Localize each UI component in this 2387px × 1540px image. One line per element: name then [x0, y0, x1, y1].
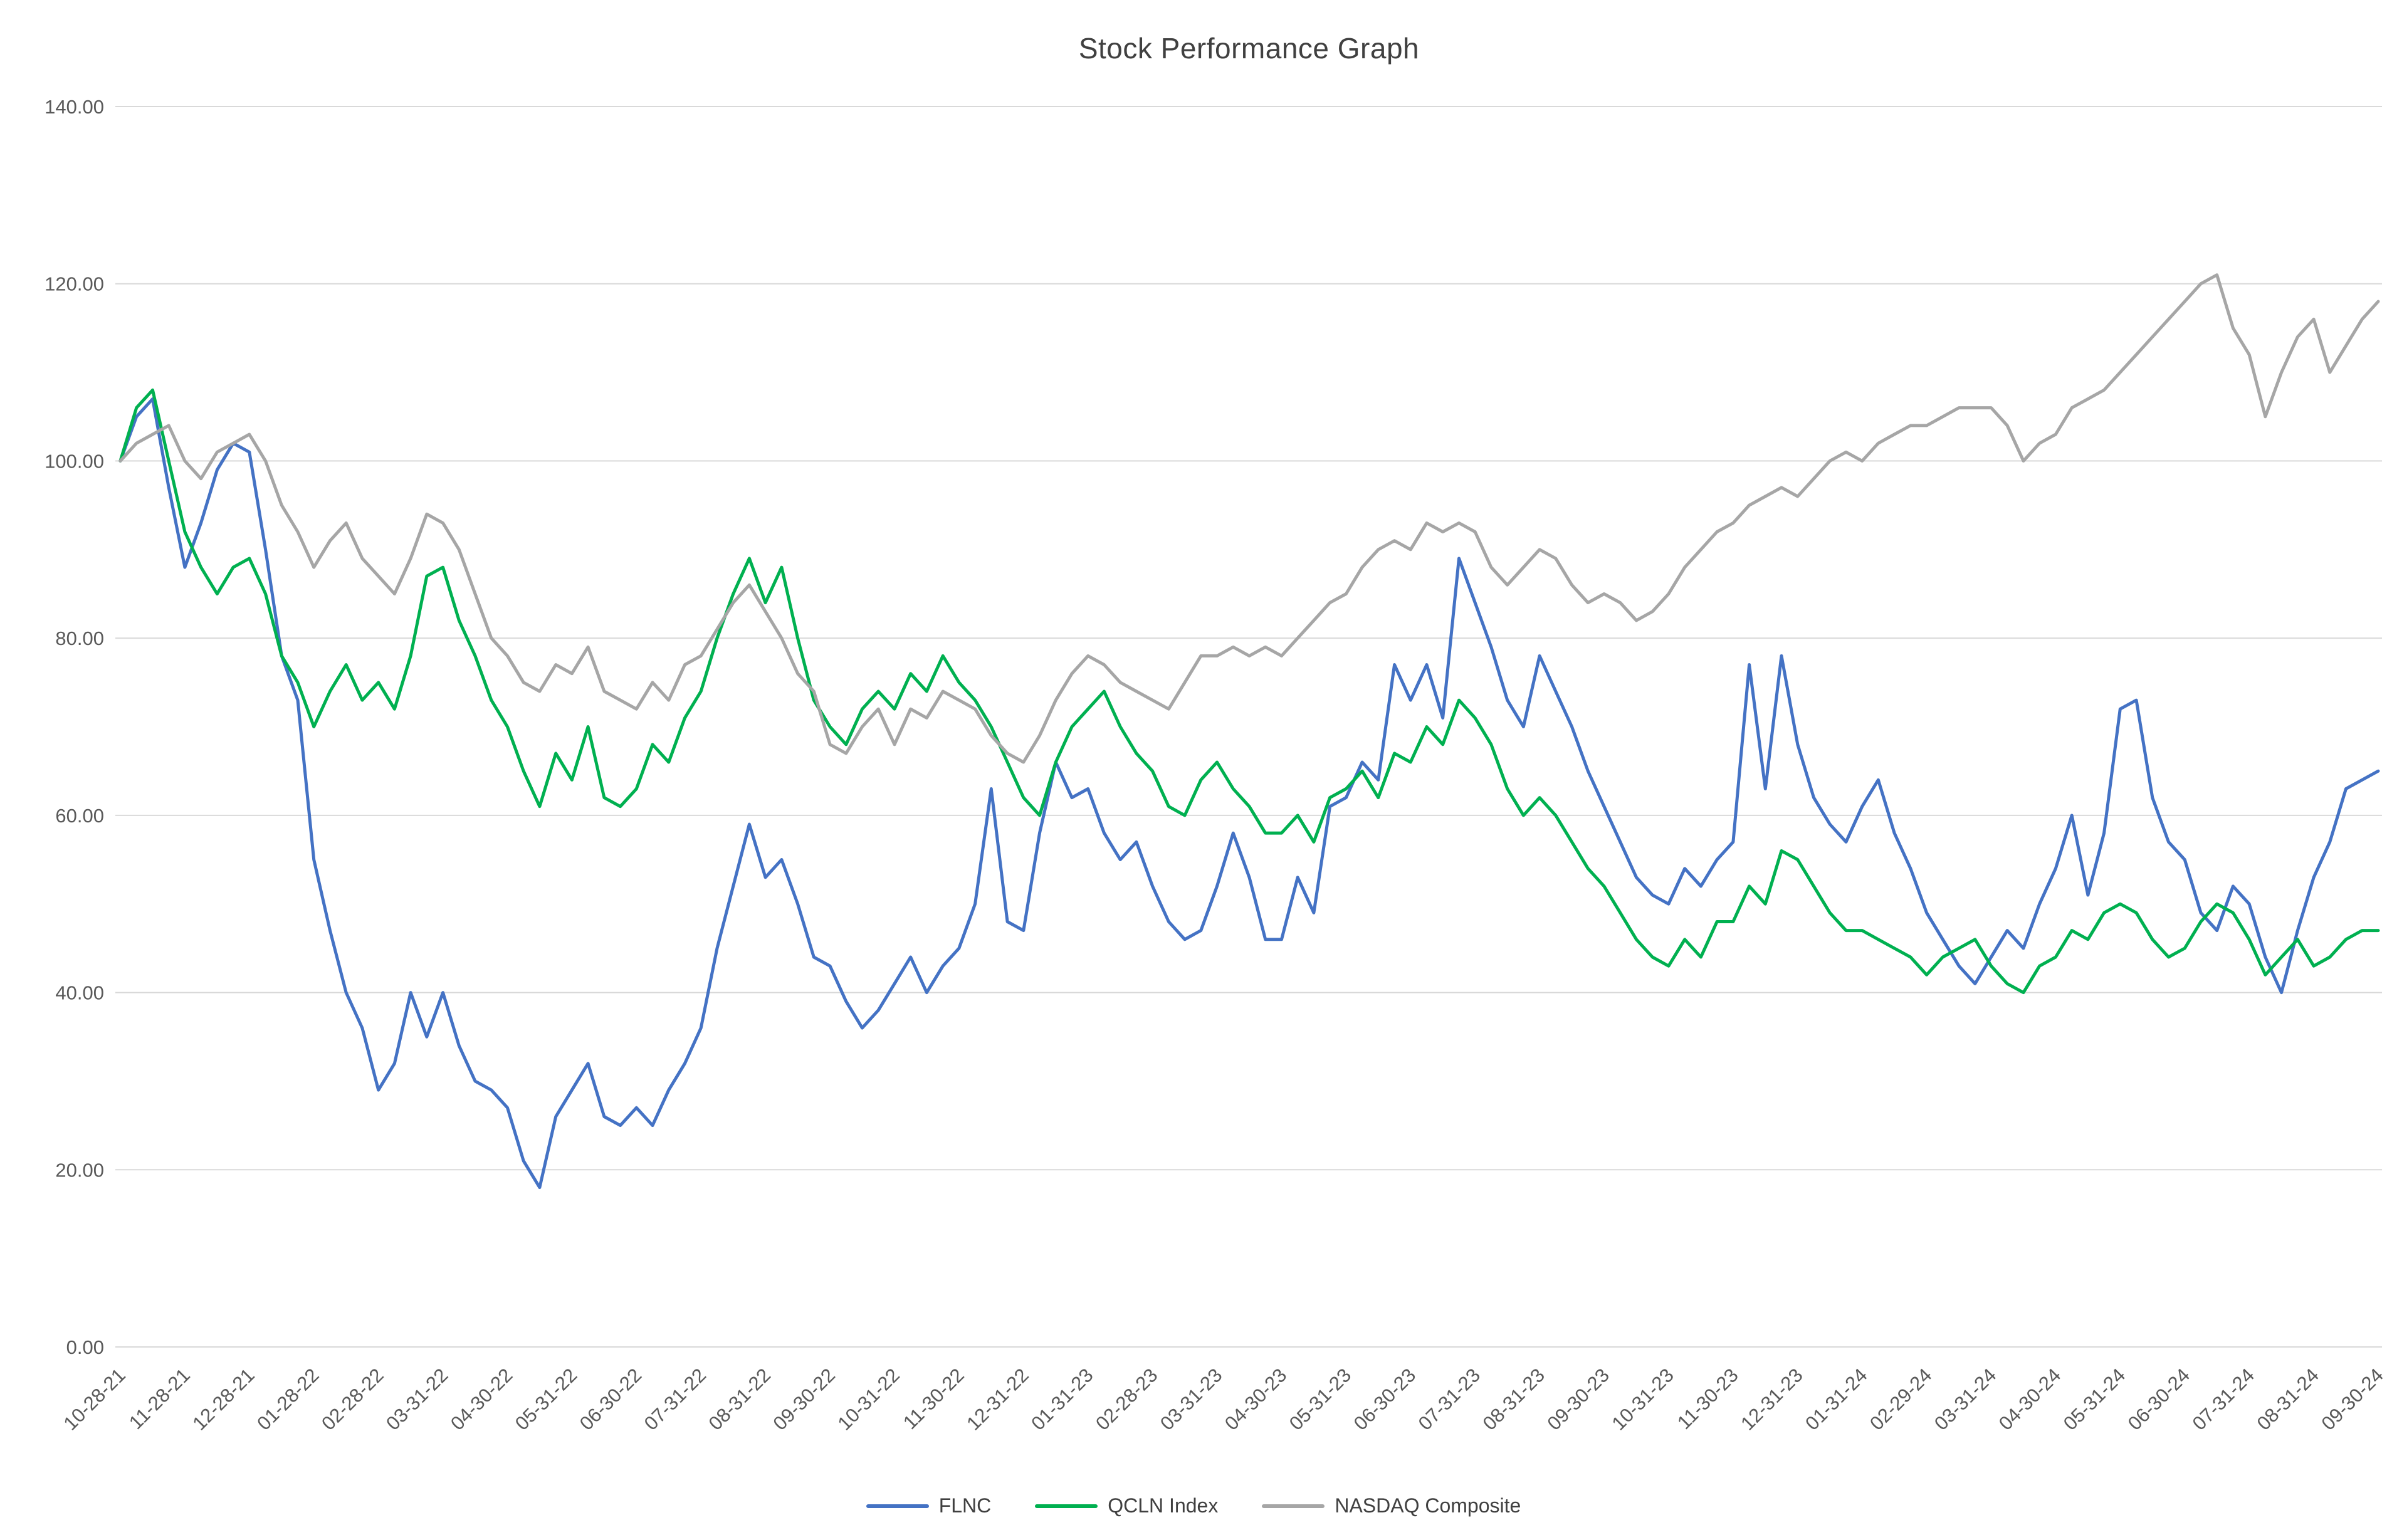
- x-axis-tick-label: 09-30-24: [2317, 1364, 2387, 1434]
- series-line-nasdaq-composite: [118, 273, 2380, 764]
- x-axis-tick-label: 08-31-23: [1479, 1364, 1549, 1434]
- chart-title: Stock Performance Graph: [1078, 32, 1420, 65]
- x-axis-tick-label: 10-31-22: [833, 1364, 903, 1434]
- x-axis-tick-label: 09-30-22: [769, 1364, 839, 1434]
- x-axis-tick-label: 05-31-22: [511, 1364, 581, 1434]
- x-axis-tick-label: 08-31-24: [2253, 1364, 2323, 1434]
- x-axis-tick-label: 08-31-22: [705, 1364, 775, 1434]
- x-axis-tick-label: 11-30-23: [1673, 1364, 1743, 1433]
- x-axis-tick-label: 04-30-24: [1995, 1364, 2065, 1434]
- x-axis-tick-label: 07-31-24: [2188, 1364, 2258, 1434]
- x-axis-tick-label: 07-31-23: [1414, 1364, 1484, 1434]
- x-axis-tick-label: 01-28-22: [253, 1364, 323, 1434]
- x-axis-tick-label: 02-28-22: [317, 1364, 387, 1434]
- legend-item-qcln-index: QCLN Index: [1035, 1494, 1218, 1517]
- x-axis-tick-label: 12-31-23: [1736, 1364, 1807, 1434]
- y-axis-tick-label: 80.00: [55, 627, 104, 649]
- x-axis-tick-label: 03-31-22: [382, 1364, 452, 1434]
- legend: FLNC QCLN Index NASDAQ Composite: [0, 1494, 2387, 1517]
- x-axis-tick-label: 10-31-23: [1607, 1364, 1677, 1434]
- x-axis-tick-label: 04-30-23: [1220, 1364, 1291, 1434]
- legend-label-qcln-index: QCLN Index: [1108, 1494, 1219, 1517]
- x-axis-tick-label: 10-28-21: [59, 1364, 129, 1434]
- x-axis-tick-label: 06-30-23: [1350, 1364, 1420, 1434]
- series-line-qcln-index: [118, 388, 2380, 995]
- y-axis-tick-label: 100.00: [45, 450, 104, 472]
- y-axis-tick-label: 20.00: [55, 1159, 104, 1181]
- legend-item-flnc: FLNC: [866, 1494, 992, 1517]
- y-axis-tick-label: 60.00: [55, 805, 104, 827]
- legend-line-swatch-nasdaq-composite: [1262, 1504, 1325, 1508]
- legend-label-flnc: FLNC: [938, 1494, 992, 1517]
- y-axis-tick-label: 120.00: [45, 273, 104, 295]
- legend-line-swatch-qcln-index: [1035, 1504, 1098, 1508]
- legend-label-nasdaq-composite: NASDAQ Composite: [1335, 1494, 1521, 1517]
- y-axis-tick-label: 140.00: [45, 96, 104, 118]
- y-axis-tick-label: 0.00: [66, 1336, 104, 1358]
- x-axis-tick-label: 12-31-22: [962, 1364, 1032, 1434]
- x-axis-tick-label: 02-28-23: [1091, 1364, 1162, 1434]
- x-axis-tick-label: 11-30-22: [899, 1364, 968, 1433]
- x-axis-tick-label: 02-29-24: [1865, 1364, 1936, 1434]
- x-axis-tick-label: 11-28-21: [125, 1364, 194, 1433]
- x-axis-tick-label: 05-31-24: [2059, 1364, 2129, 1434]
- x-axis-tick-label: 01-31-23: [1027, 1364, 1097, 1434]
- y-axis-tick-label: 40.00: [55, 982, 104, 1004]
- x-axis-tick-label: 09-30-23: [1543, 1364, 1613, 1434]
- x-axis-tick-label: 12-28-21: [188, 1364, 258, 1434]
- x-axis-tick-label: 03-31-23: [1156, 1364, 1226, 1434]
- x-axis-tick-label: 05-31-23: [1285, 1364, 1355, 1434]
- series-line-flnc: [118, 397, 2380, 1190]
- x-axis-tick-label: 07-31-22: [640, 1364, 710, 1434]
- legend-line-swatch-flnc: [866, 1504, 929, 1508]
- x-axis-tick-label: 04-30-22: [446, 1364, 517, 1434]
- x-axis-tick-label: 06-30-22: [575, 1364, 646, 1434]
- x-axis-tick-label: 01-31-24: [1801, 1364, 1871, 1434]
- x-axis-tick-label: 06-30-24: [2124, 1364, 2194, 1434]
- legend-item-nasdaq-composite: NASDAQ Composite: [1262, 1494, 1521, 1517]
- x-axis-tick-label: 03-31-24: [1930, 1364, 2000, 1434]
